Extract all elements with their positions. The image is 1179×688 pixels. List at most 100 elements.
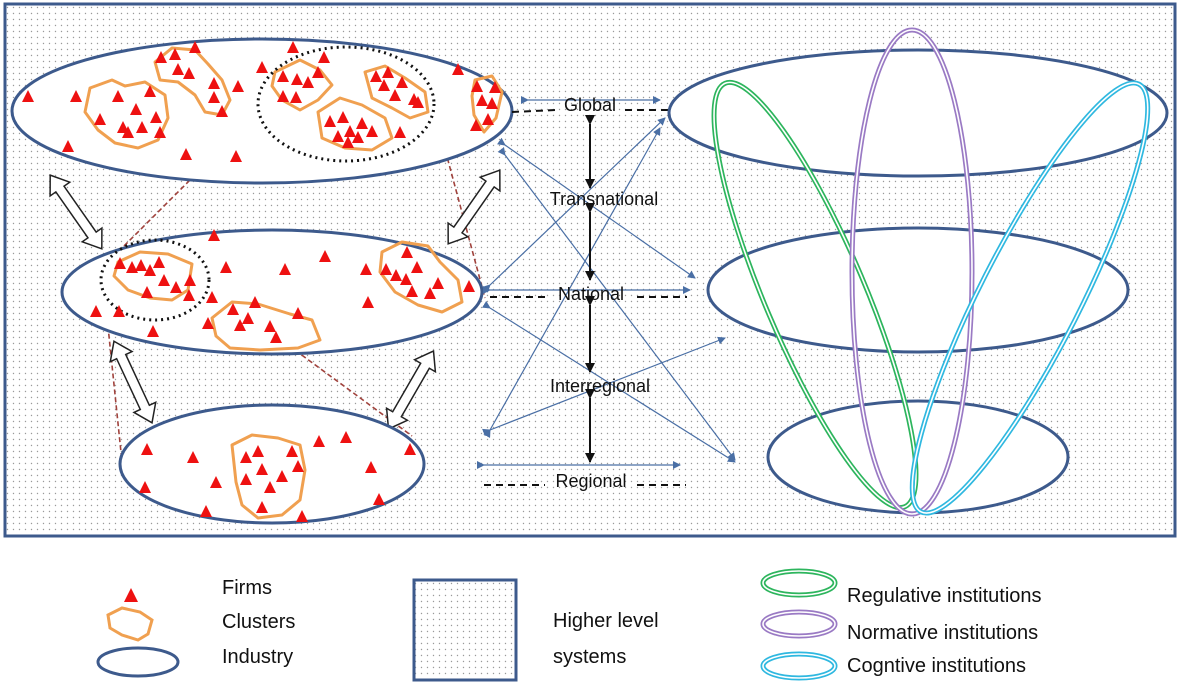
firm-marker bbox=[227, 303, 239, 315]
firm-marker bbox=[412, 96, 424, 108]
legend-higher-level-line1: Higher level bbox=[553, 610, 659, 632]
firm-marker bbox=[153, 256, 165, 268]
firm-marker bbox=[276, 470, 288, 482]
cluster-outline bbox=[112, 250, 194, 302]
legend: Firms Clusters Industry Higher level sys… bbox=[96, 568, 1042, 682]
firm-marker bbox=[279, 263, 291, 275]
firm-marker bbox=[155, 51, 167, 63]
industry-national bbox=[60, 228, 484, 356]
firm-marker bbox=[256, 501, 268, 513]
firm-marker bbox=[378, 79, 390, 91]
industry-global bbox=[10, 37, 514, 185]
firm-marker bbox=[62, 140, 74, 152]
legend-cognitive-label: Cogntive institutions bbox=[847, 655, 1026, 677]
firm-marker bbox=[344, 125, 356, 137]
firm-marker bbox=[150, 111, 162, 123]
firm-marker bbox=[390, 269, 402, 281]
firm-marker bbox=[139, 481, 151, 493]
legend-industry-label: Industry bbox=[222, 646, 293, 668]
cluster-outline bbox=[83, 78, 170, 150]
firm-marker bbox=[362, 296, 374, 308]
firm-marker bbox=[113, 305, 125, 317]
firm-marker bbox=[158, 274, 170, 286]
level-label-interregional: Interregional bbox=[550, 376, 650, 396]
firm-marker bbox=[319, 250, 331, 262]
firm-marker bbox=[296, 510, 308, 522]
firm-marker bbox=[122, 126, 134, 138]
zoom-circle bbox=[256, 45, 436, 163]
firm-marker bbox=[356, 117, 368, 129]
firm-marker bbox=[147, 325, 159, 337]
firm-marker bbox=[370, 70, 382, 82]
firm-marker bbox=[452, 63, 464, 75]
industry-regional bbox=[118, 403, 426, 525]
firm-marker bbox=[256, 463, 268, 475]
firm-marker bbox=[324, 115, 336, 127]
firm-marker bbox=[286, 445, 298, 457]
firm-marker bbox=[394, 126, 406, 138]
firm-marker bbox=[172, 63, 184, 75]
firm-marker bbox=[264, 320, 276, 332]
cluster-outline bbox=[363, 64, 430, 120]
firm-marker bbox=[312, 66, 324, 78]
firm-marker bbox=[70, 90, 82, 102]
level-label-regional: Regional bbox=[555, 471, 626, 491]
firm-marker bbox=[252, 445, 264, 457]
industry-legend-icon bbox=[96, 646, 180, 678]
firm-marker bbox=[249, 296, 261, 308]
legend-regulative-label: Regulative institutions bbox=[847, 585, 1042, 607]
firm-marker bbox=[208, 229, 220, 241]
firm-marker bbox=[220, 261, 232, 273]
firm-marker bbox=[360, 263, 372, 275]
firm-marker bbox=[206, 291, 218, 303]
firm-marker bbox=[463, 280, 475, 292]
firm-marker bbox=[22, 90, 34, 102]
firm-legend-icon bbox=[124, 588, 138, 602]
firm-marker bbox=[400, 273, 412, 285]
firm-marker bbox=[476, 94, 488, 106]
firm-marker bbox=[208, 77, 220, 89]
firm-marker bbox=[302, 76, 314, 88]
firm-marker bbox=[256, 61, 268, 73]
firm-marker bbox=[432, 277, 444, 289]
firm-marker bbox=[424, 287, 436, 299]
firm-marker bbox=[141, 286, 153, 298]
cluster-outline bbox=[378, 240, 464, 314]
firm-marker bbox=[154, 126, 166, 138]
zoom-circle bbox=[99, 238, 211, 322]
firm-marker bbox=[234, 319, 246, 331]
firm-marker bbox=[180, 148, 192, 160]
firm-marker bbox=[183, 67, 195, 79]
firm-marker bbox=[366, 125, 378, 137]
cluster-legend-icon bbox=[106, 606, 154, 642]
level-label-national: National bbox=[558, 284, 624, 304]
firms-layer bbox=[22, 41, 501, 522]
firm-marker bbox=[365, 461, 377, 473]
firm-marker bbox=[130, 103, 142, 115]
firm-marker bbox=[90, 305, 102, 317]
firm-marker bbox=[401, 246, 413, 258]
firm-marker bbox=[332, 130, 344, 142]
firm-marker bbox=[94, 113, 106, 125]
firm-marker bbox=[277, 90, 289, 102]
scale-arrows bbox=[477, 96, 736, 469]
level-dash-lines bbox=[484, 109, 687, 486]
normative-legend-icon bbox=[760, 609, 838, 639]
firm-marker bbox=[184, 274, 196, 286]
firm-marker bbox=[411, 261, 423, 273]
firm-marker bbox=[240, 451, 252, 463]
firm-marker bbox=[112, 90, 124, 102]
firm-marker bbox=[389, 89, 401, 101]
firm-marker bbox=[373, 493, 385, 505]
firm-marker bbox=[135, 259, 147, 271]
firm-marker bbox=[170, 281, 182, 293]
cluster-outline bbox=[316, 96, 394, 152]
level-label-transnational: Transnational bbox=[550, 189, 658, 209]
firm-marker bbox=[141, 443, 153, 455]
firm-marker bbox=[208, 91, 220, 103]
firm-marker bbox=[291, 73, 303, 85]
cluster-outline bbox=[230, 433, 307, 520]
firm-marker bbox=[406, 285, 418, 297]
cognitive-institutions-loop bbox=[909, 80, 1151, 516]
